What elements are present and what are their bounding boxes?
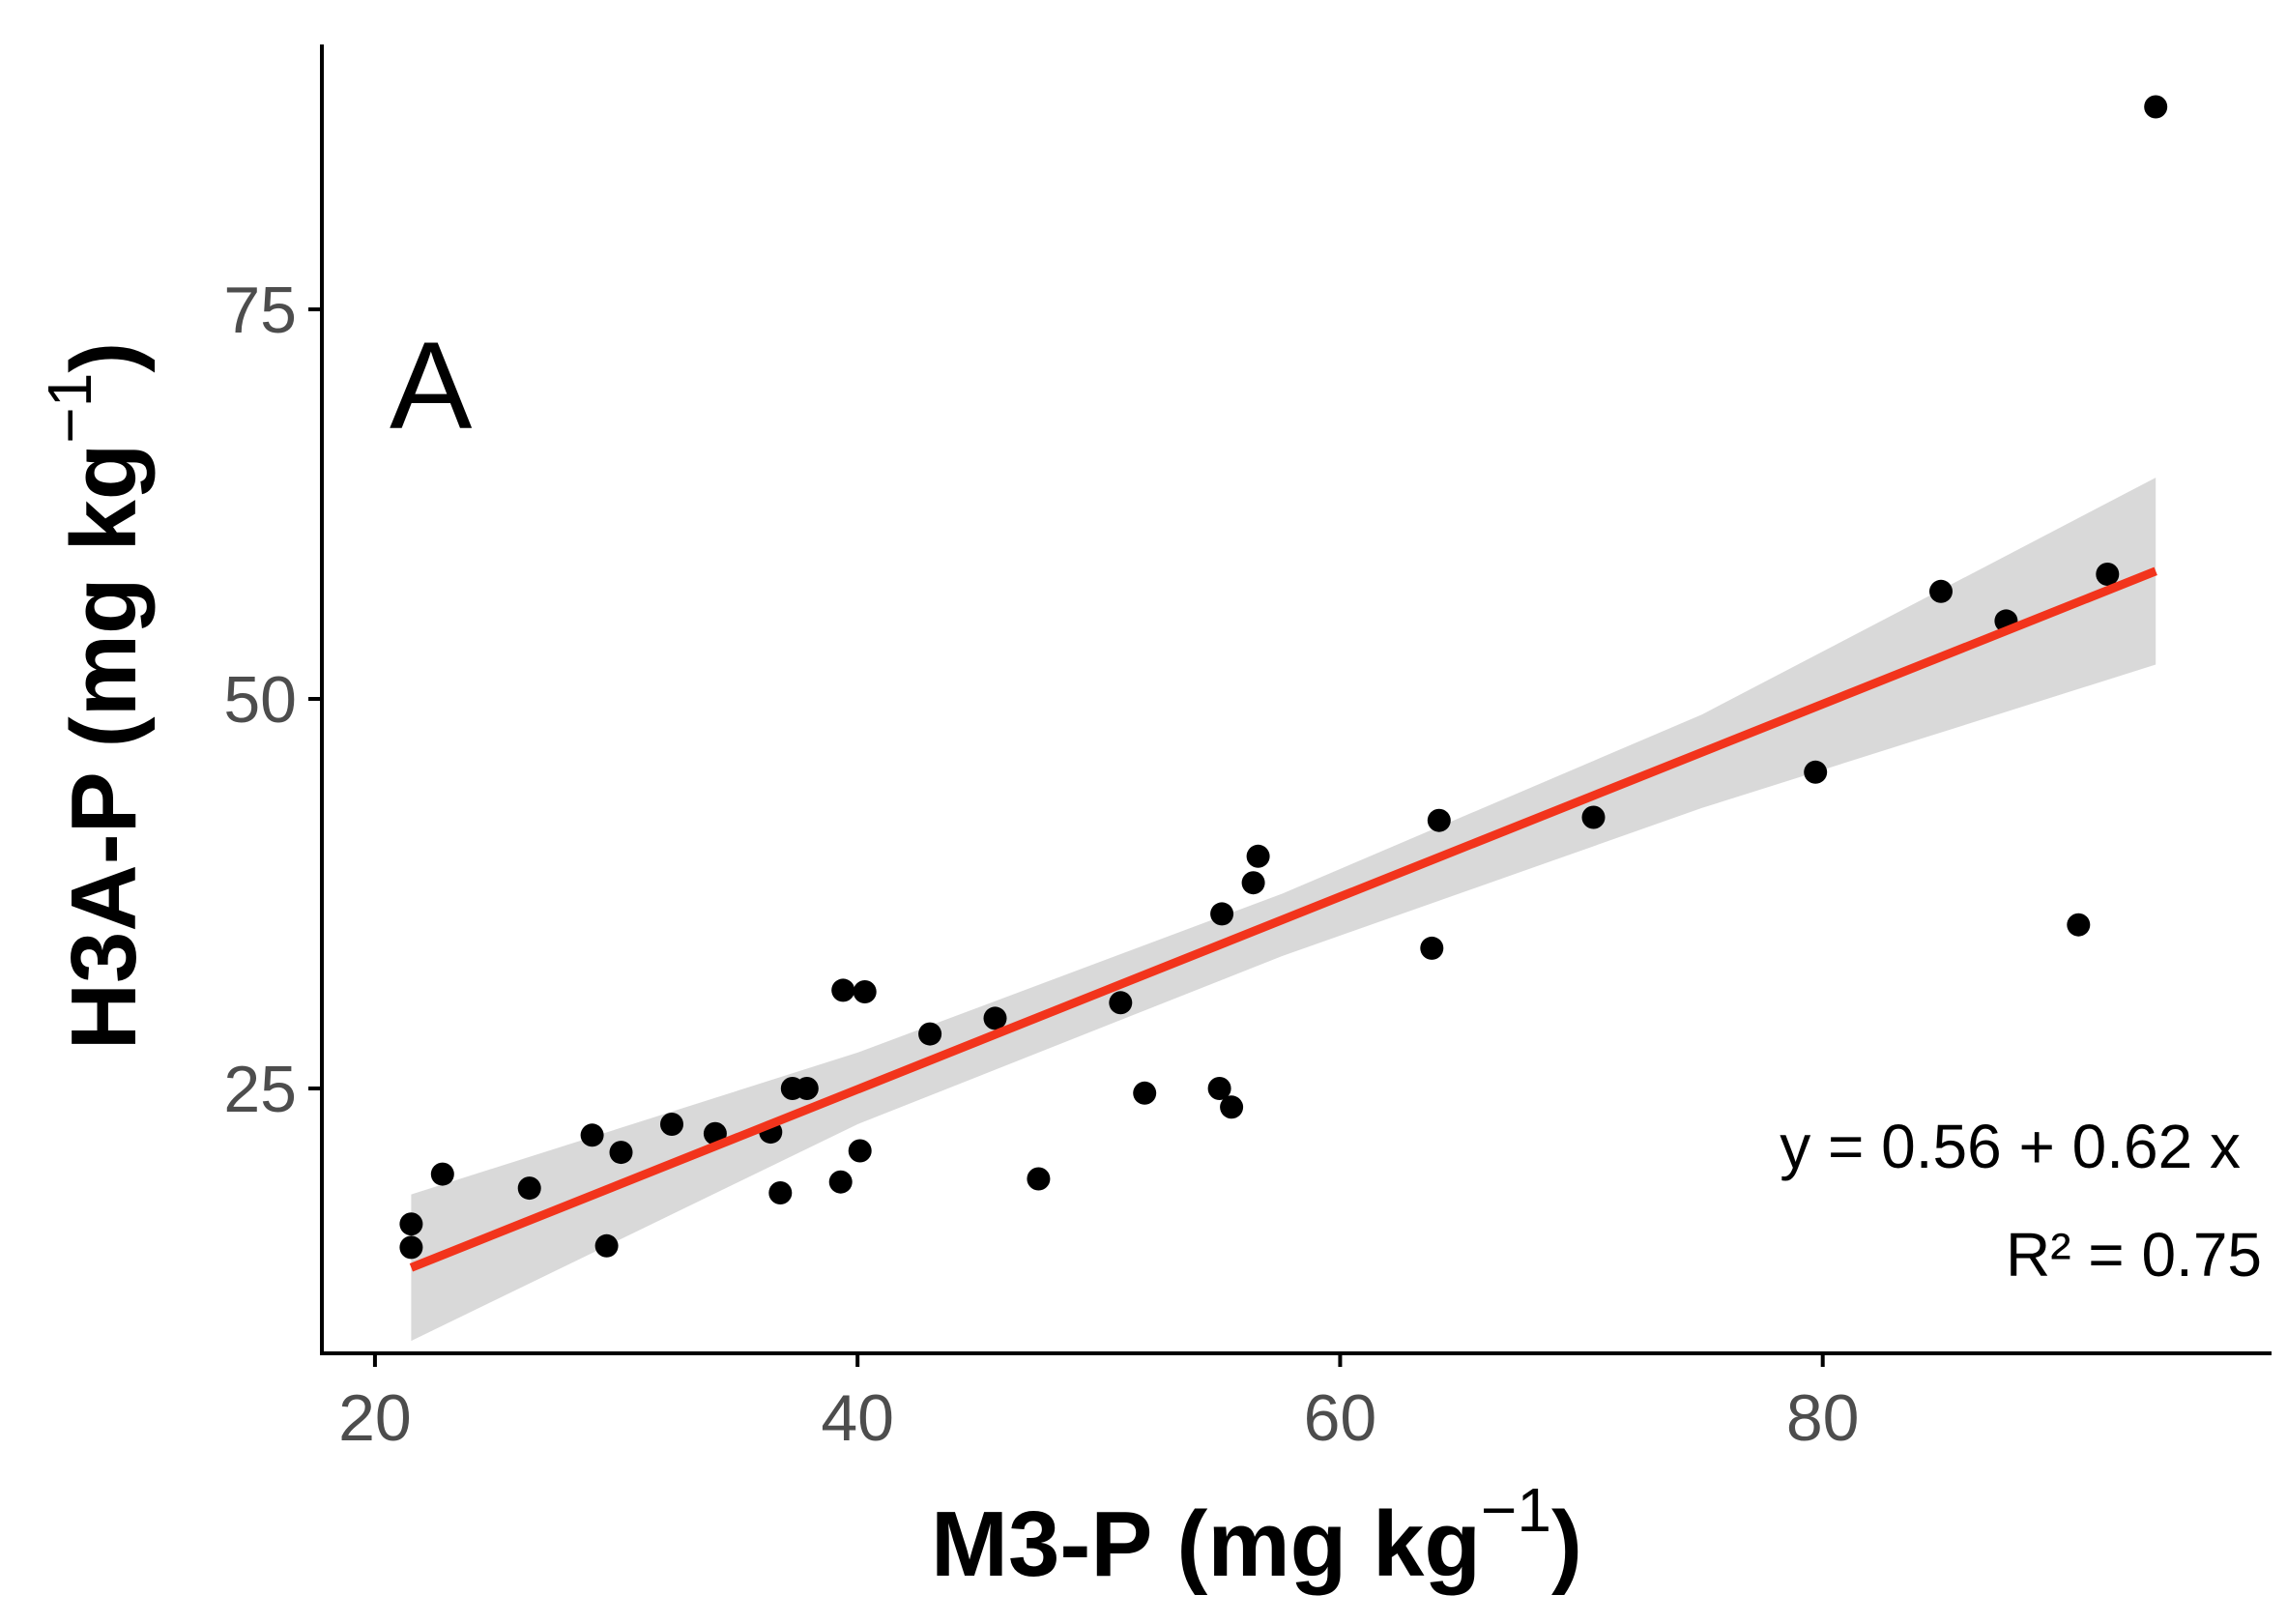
data-point-24 <box>1210 902 1234 926</box>
confidence-band <box>411 478 2157 1342</box>
x-tick-label-80: 80 <box>1786 1381 1860 1455</box>
data-point-29 <box>1427 808 1451 832</box>
data-point-16 <box>848 1139 872 1163</box>
data-point-8 <box>660 1113 683 1136</box>
data-point-19 <box>983 1006 1007 1030</box>
data-points <box>399 95 2168 1260</box>
data-point-30 <box>1581 805 1606 829</box>
regression-line <box>409 566 2157 1272</box>
data-point-18 <box>918 1022 942 1046</box>
y-axis-title: H3A-P (mg kg−1) <box>35 342 156 1051</box>
data-point-11 <box>768 1181 793 1204</box>
y-axis-title-close: ) <box>52 342 156 373</box>
data-point-20 <box>1027 1167 1051 1191</box>
data-point-36 <box>2144 95 2168 119</box>
y-tick-label-50: 50 <box>223 663 297 737</box>
data-point-26 <box>1241 871 1265 895</box>
y-axis-ticks: 25 50 75 <box>223 274 322 1126</box>
x-axis-title-sup: −1 <box>1481 1475 1551 1545</box>
x-axis-title: M3-P (mg kg−1) <box>931 1475 1582 1596</box>
x-axis-ticks: 20 40 60 80 <box>338 1353 1860 1455</box>
y-tick-label-25: 25 <box>223 1053 297 1126</box>
data-point-27 <box>1246 844 1270 868</box>
data-point-2 <box>399 1235 423 1260</box>
data-point-5 <box>580 1123 604 1147</box>
data-point-23 <box>1207 1077 1231 1100</box>
data-point-1 <box>399 1212 423 1236</box>
data-point-14 <box>828 1170 853 1194</box>
y-tick-label-75: 75 <box>223 274 297 347</box>
data-point-28 <box>1420 936 1444 960</box>
data-point-21 <box>1109 991 1133 1015</box>
data-point-6 <box>594 1233 619 1258</box>
x-axis-title-main: M3-P (mg kg <box>931 1493 1481 1596</box>
x-tick-label-60: 60 <box>1304 1381 1377 1455</box>
data-point-17 <box>853 980 877 1003</box>
data-point-35 <box>2096 563 2120 586</box>
x-axis-title-close: ) <box>1551 1493 1582 1596</box>
y-axis-title-main: H3A-P (mg kg <box>52 444 156 1051</box>
regression-equation: y = 0.56 + 0.62 x <box>1780 1112 2241 1181</box>
data-point-25 <box>1220 1095 1244 1119</box>
data-point-15 <box>831 978 855 1002</box>
data-point-3 <box>430 1162 454 1186</box>
r-squared: R² = 0.75 <box>2006 1220 2262 1290</box>
x-tick-label-20: 20 <box>338 1381 412 1455</box>
data-point-7 <box>609 1141 633 1165</box>
data-point-13 <box>795 1077 819 1100</box>
x-tick-label-40: 40 <box>821 1381 894 1455</box>
y-axis-title-sup: −1 <box>35 373 104 444</box>
data-point-34 <box>2067 913 2091 937</box>
data-point-4 <box>517 1176 541 1201</box>
data-point-31 <box>1804 760 1828 784</box>
data-point-22 <box>1133 1081 1157 1105</box>
panel-label: A <box>390 317 473 455</box>
data-point-32 <box>1929 579 1953 603</box>
